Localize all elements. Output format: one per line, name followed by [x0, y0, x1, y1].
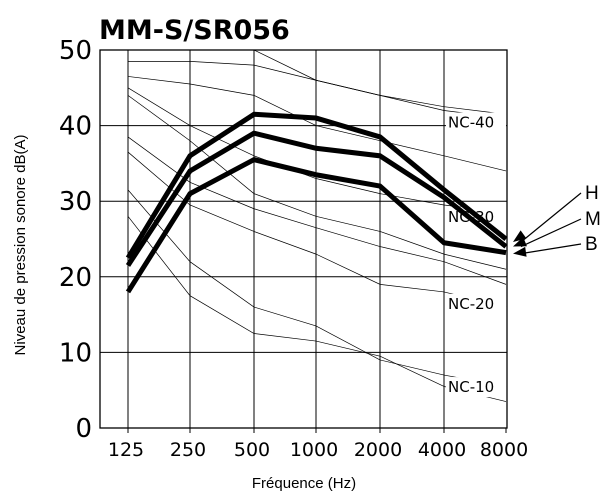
- series-label: B: [585, 234, 598, 255]
- x-axis-label: Fréquence (Hz): [252, 475, 356, 492]
- y-tick-label: 40: [59, 112, 92, 142]
- nc-curve: [127, 151, 507, 308]
- x-tick-label: 4000: [418, 439, 466, 461]
- x-tick-label: 2000: [354, 439, 402, 461]
- y-tick-label: 50: [59, 36, 92, 66]
- series-label: H: [585, 183, 599, 204]
- nc-reference-curve: [128, 60, 507, 115]
- y-tick-label: 20: [59, 263, 92, 293]
- series-arrow-line: [520, 243, 582, 255]
- nc-curve: [128, 49, 507, 119]
- x-tick-label: 250: [170, 439, 206, 461]
- nc-curve-label: NC-20: [448, 295, 494, 313]
- series-arrow-line: [520, 218, 582, 248]
- nc-reference-curve: [127, 216, 507, 402]
- nc-curve: [127, 87, 507, 213]
- nc-curve-label: NC-40: [448, 113, 494, 131]
- series-line: [125, 111, 508, 260]
- series-arrow-head: [513, 246, 527, 257]
- nc-curve-label: NC-10: [448, 378, 494, 396]
- y-tick-label: 30: [59, 187, 92, 217]
- x-tick-label: 8000: [480, 439, 528, 461]
- x-tick-label: 125: [108, 439, 144, 461]
- nc-curve: [127, 189, 507, 387]
- x-tick-label: 1000: [290, 439, 338, 461]
- series-arrow-line: [520, 192, 582, 243]
- chart-title: MM-S/SR056: [99, 15, 290, 46]
- nc-reference-curve: [127, 136, 507, 285]
- y-tick-label: 0: [75, 414, 92, 444]
- nc-label-bg: [446, 293, 506, 314]
- y-axis-label: Niveau de pression sonore dB(A): [12, 135, 29, 356]
- nc-label-bg: [446, 377, 506, 398]
- plot-frame: [99, 49, 508, 429]
- series-line: [125, 130, 508, 267]
- nc-reference-curve: [127, 76, 507, 172]
- series-label: M: [585, 209, 601, 230]
- y-tick-label: 10: [59, 338, 92, 368]
- nc-reference-curve: [127, 95, 507, 270]
- series-line: [125, 156, 507, 294]
- series-arrow-head: [513, 237, 527, 247]
- nc-label-bg: [446, 112, 506, 133]
- x-tick-label: 500: [234, 439, 270, 461]
